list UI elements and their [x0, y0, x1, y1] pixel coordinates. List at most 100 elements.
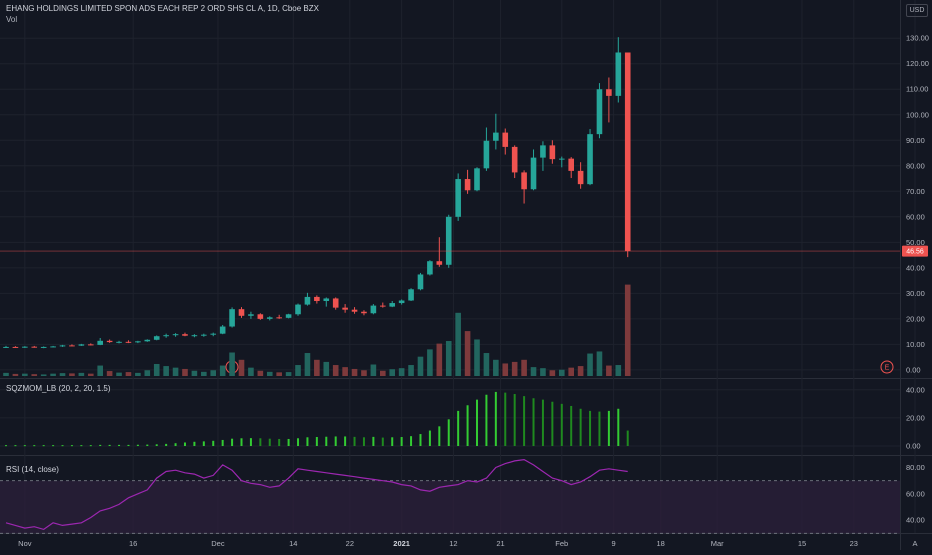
x-tick-label: 2021	[393, 539, 410, 548]
volume-bar	[436, 343, 443, 376]
momentum-bar	[70, 445, 73, 447]
volume-bar	[521, 359, 527, 376]
price-pane: EE	[0, 37, 900, 374]
candle-body	[40, 346, 47, 348]
x-tick-label: 21	[496, 539, 504, 548]
price-tick-label: 20.00	[906, 314, 925, 323]
candle-body	[436, 261, 443, 265]
momentum-bar	[381, 437, 384, 446]
candle-body	[521, 172, 527, 190]
volume-bar	[295, 365, 301, 376]
currency-button[interactable]: USD	[906, 4, 928, 17]
candle-body	[389, 303, 396, 307]
momentum-bar	[494, 391, 497, 446]
momentum-bar	[532, 398, 535, 446]
volume-bar	[69, 373, 75, 376]
momentum-bar	[362, 437, 365, 446]
volume-bar	[40, 374, 47, 376]
volume-bar	[455, 312, 461, 376]
candle-body	[624, 52, 631, 252]
price-tick-label: 100.00	[906, 110, 929, 119]
candle-body	[445, 216, 452, 265]
momentum-bar	[438, 426, 441, 446]
candle-body	[323, 298, 330, 302]
momentum-title: SQZMOM_LB (20, 2, 20, 1.5)	[6, 384, 111, 393]
momentum-bar	[400, 437, 403, 446]
candle-body	[266, 317, 273, 319]
momentum-bar	[136, 444, 139, 446]
volume-bar	[12, 373, 19, 376]
candle-body	[210, 333, 217, 335]
volume-bar	[380, 370, 386, 376]
volume-bar	[493, 359, 499, 376]
momentum-bar	[127, 444, 130, 446]
momentum-bar	[476, 399, 478, 446]
volume-bar	[116, 372, 122, 376]
momentum-bar	[344, 436, 347, 446]
x-tick-label: 23	[850, 539, 858, 548]
price-tick-label: 120.00	[906, 59, 929, 68]
candle-body	[615, 52, 622, 96]
volume-bar	[549, 370, 556, 376]
volume-bar	[153, 363, 160, 376]
x-tick-label: Mar	[711, 539, 724, 548]
momentum-bar	[14, 445, 17, 447]
volume-bar	[389, 369, 396, 376]
candle-body	[502, 132, 509, 147]
volume-label: Vol	[6, 15, 18, 24]
momentum-tick-label: 40.00	[906, 385, 925, 394]
price-tick-label: 90.00	[906, 136, 925, 145]
momentum-bar	[447, 419, 450, 446]
candle-body	[201, 334, 207, 336]
momentum-bar	[259, 438, 262, 446]
momentum-bar	[334, 436, 337, 446]
momentum-bar	[249, 438, 252, 446]
price-tick-label: 70.00	[906, 187, 925, 196]
rsi-title: RSI (14, close)	[6, 465, 59, 474]
momentum-bar	[513, 394, 516, 446]
volume-bar	[78, 372, 85, 376]
volume-bar	[276, 372, 282, 376]
volume-bar	[624, 284, 631, 376]
axes: Nov 16 Dec 14 22 2021 12 21 Feb 9 18 Mar 15 23 A 0.00 10…	[18, 34, 929, 548]
candle-body	[125, 341, 132, 343]
candle-body	[276, 317, 282, 319]
momentum-bar	[240, 438, 243, 446]
candle-body	[332, 298, 339, 308]
candle-body	[351, 309, 358, 312]
candle-body	[31, 346, 38, 348]
momentum-bar	[61, 445, 64, 447]
momentum-bar	[589, 410, 592, 446]
candle-body	[370, 305, 377, 314]
volume-bar	[558, 369, 565, 376]
volume-bar	[587, 353, 593, 376]
momentum-bar	[165, 443, 168, 446]
momentum-bar	[372, 436, 375, 446]
candle-body	[314, 296, 320, 302]
volume-bar	[615, 365, 622, 376]
momentum-bar	[33, 445, 36, 447]
volume-bar	[163, 366, 169, 376]
volume-bar	[502, 363, 509, 376]
volume-bar	[342, 367, 348, 376]
x-tick-label: Nov	[18, 539, 32, 548]
momentum-bar	[607, 410, 610, 446]
last-price-label: 46.56	[906, 249, 924, 256]
last-price-badge	[902, 245, 928, 257]
candle-body	[427, 261, 433, 275]
candle-body	[229, 309, 235, 327]
candle-body	[558, 158, 565, 160]
candle-body	[596, 89, 603, 135]
candle-body	[483, 140, 490, 169]
volume-pane	[3, 284, 631, 376]
candle-body	[295, 304, 301, 315]
momentum-bar	[598, 411, 601, 446]
volume-bar	[87, 373, 94, 376]
candle-body	[153, 336, 160, 340]
volume-bar	[191, 370, 198, 376]
volume-bar	[50, 373, 56, 376]
volume-bar	[135, 372, 141, 376]
momentum-bar	[221, 439, 224, 446]
